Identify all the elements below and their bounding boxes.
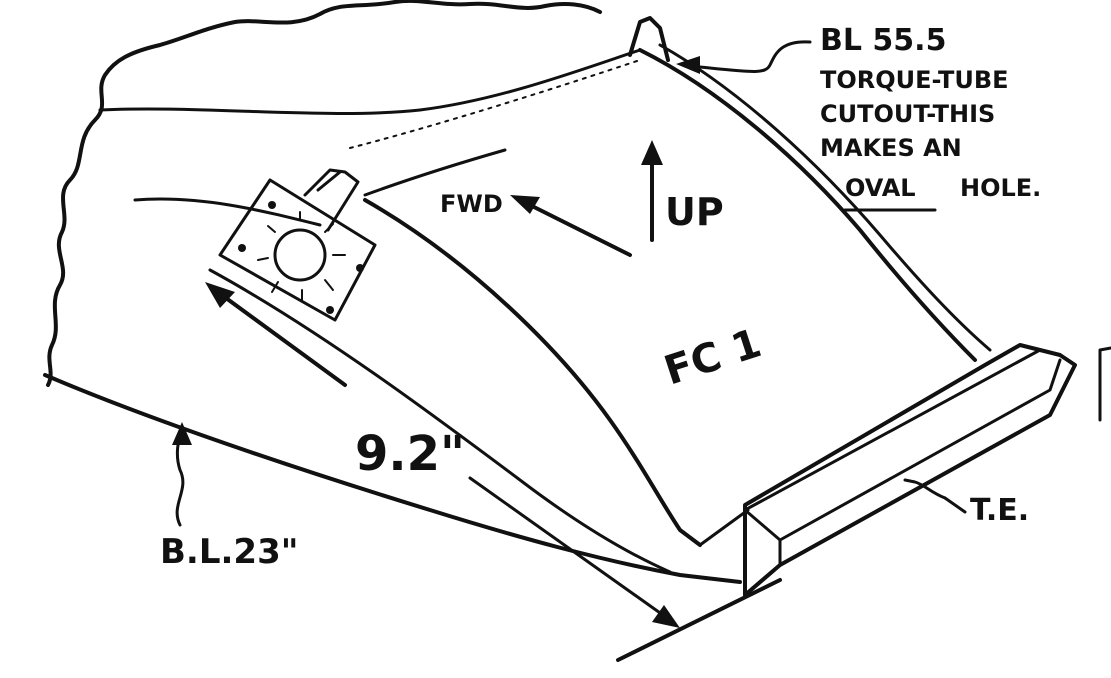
top-tab xyxy=(628,16,670,62)
ground-line xyxy=(616,578,782,662)
label-dimension: 9.2" xyxy=(355,426,465,482)
te-leader xyxy=(903,478,947,500)
te-leader-tail xyxy=(943,496,967,514)
label-bl55: BL 55.5 xyxy=(820,23,946,58)
bracket-arrow xyxy=(213,288,347,387)
foam-top-surface xyxy=(98,48,642,116)
label-fwd: FWD xyxy=(440,190,503,218)
fwd-arrow xyxy=(518,198,632,257)
bl55-leader xyxy=(688,40,812,73)
label-makes-an: MAKES AN xyxy=(820,134,962,162)
bl55-leader-arrow xyxy=(676,56,700,74)
label-bl23: B.L.23" xyxy=(160,532,298,572)
dotted-cut-line xyxy=(349,59,641,149)
break-line-outline xyxy=(46,0,602,387)
bracket-arrow-head xyxy=(205,282,235,308)
panel-right-edge xyxy=(638,48,977,362)
label-torque-tube: TORQUE-TUBE xyxy=(820,66,1009,94)
bl23-curve xyxy=(43,373,742,584)
label-part-fc1: FC 1 xyxy=(659,320,767,394)
label-up: UP xyxy=(665,190,724,234)
torque-tube-bracket xyxy=(218,168,377,322)
dim-leader xyxy=(468,476,672,622)
inner-curve xyxy=(208,268,672,574)
panel-top-edge xyxy=(363,148,507,197)
label-hole: HOLE. xyxy=(960,174,1041,202)
ground-line-2 xyxy=(698,508,750,547)
label-trailing-edge: T.E. xyxy=(970,493,1029,528)
dim-leader-arrow xyxy=(652,605,680,628)
trailing-edge-block xyxy=(743,343,1077,597)
fwd-arrow-head xyxy=(510,195,540,214)
label-cutout: CUTOUT-THIS xyxy=(820,100,995,128)
bl23-leader-arrow xyxy=(172,422,192,445)
trailing-edge-top-line xyxy=(743,348,1042,512)
trailing-edge-face xyxy=(743,358,1062,542)
label-oval: OVAL xyxy=(845,174,916,202)
panel-lower-arc xyxy=(363,198,702,547)
up-arrow-head xyxy=(641,140,663,165)
cropped-stub xyxy=(1098,346,1111,422)
upper-curve-line xyxy=(133,197,322,227)
panel-right-edge-inner xyxy=(658,43,992,352)
